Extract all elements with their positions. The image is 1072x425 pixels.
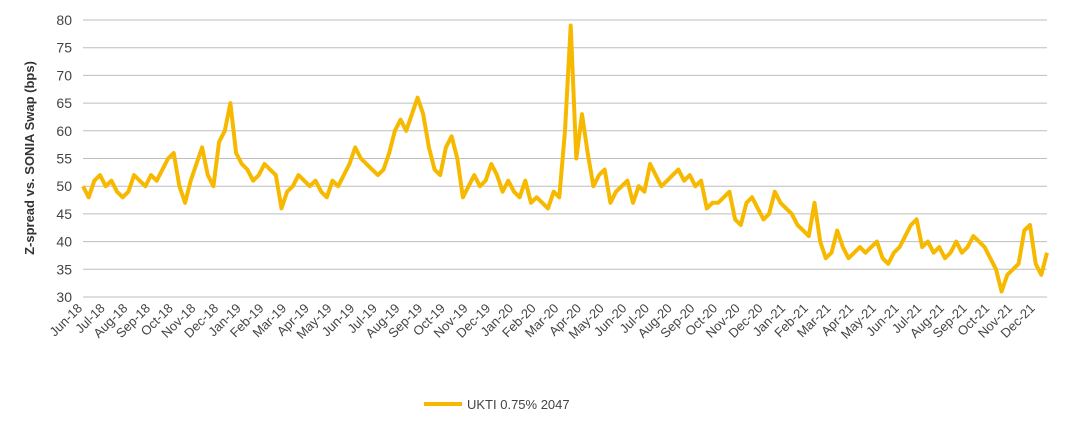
y-tick-label: 35 bbox=[56, 261, 72, 277]
legend-label: UKTI 0.75% 2047 bbox=[467, 397, 570, 412]
y-tick-label: 55 bbox=[56, 151, 72, 167]
y-tick-label: 45 bbox=[56, 206, 72, 222]
y-tick-label: 70 bbox=[56, 67, 72, 83]
y-axis-title: Z-spread vs. SONIA Swap (bps) bbox=[22, 61, 37, 255]
y-tick-label: 75 bbox=[56, 40, 72, 56]
y-tick-label: 50 bbox=[56, 178, 72, 194]
y-tick-label: 40 bbox=[56, 234, 72, 250]
y-tick-label: 60 bbox=[56, 123, 72, 139]
y-tick-label: 80 bbox=[56, 12, 72, 28]
data-line bbox=[81, 23, 1049, 294]
y-tick-label: 30 bbox=[56, 289, 72, 305]
y-tick-label: 65 bbox=[56, 95, 72, 111]
